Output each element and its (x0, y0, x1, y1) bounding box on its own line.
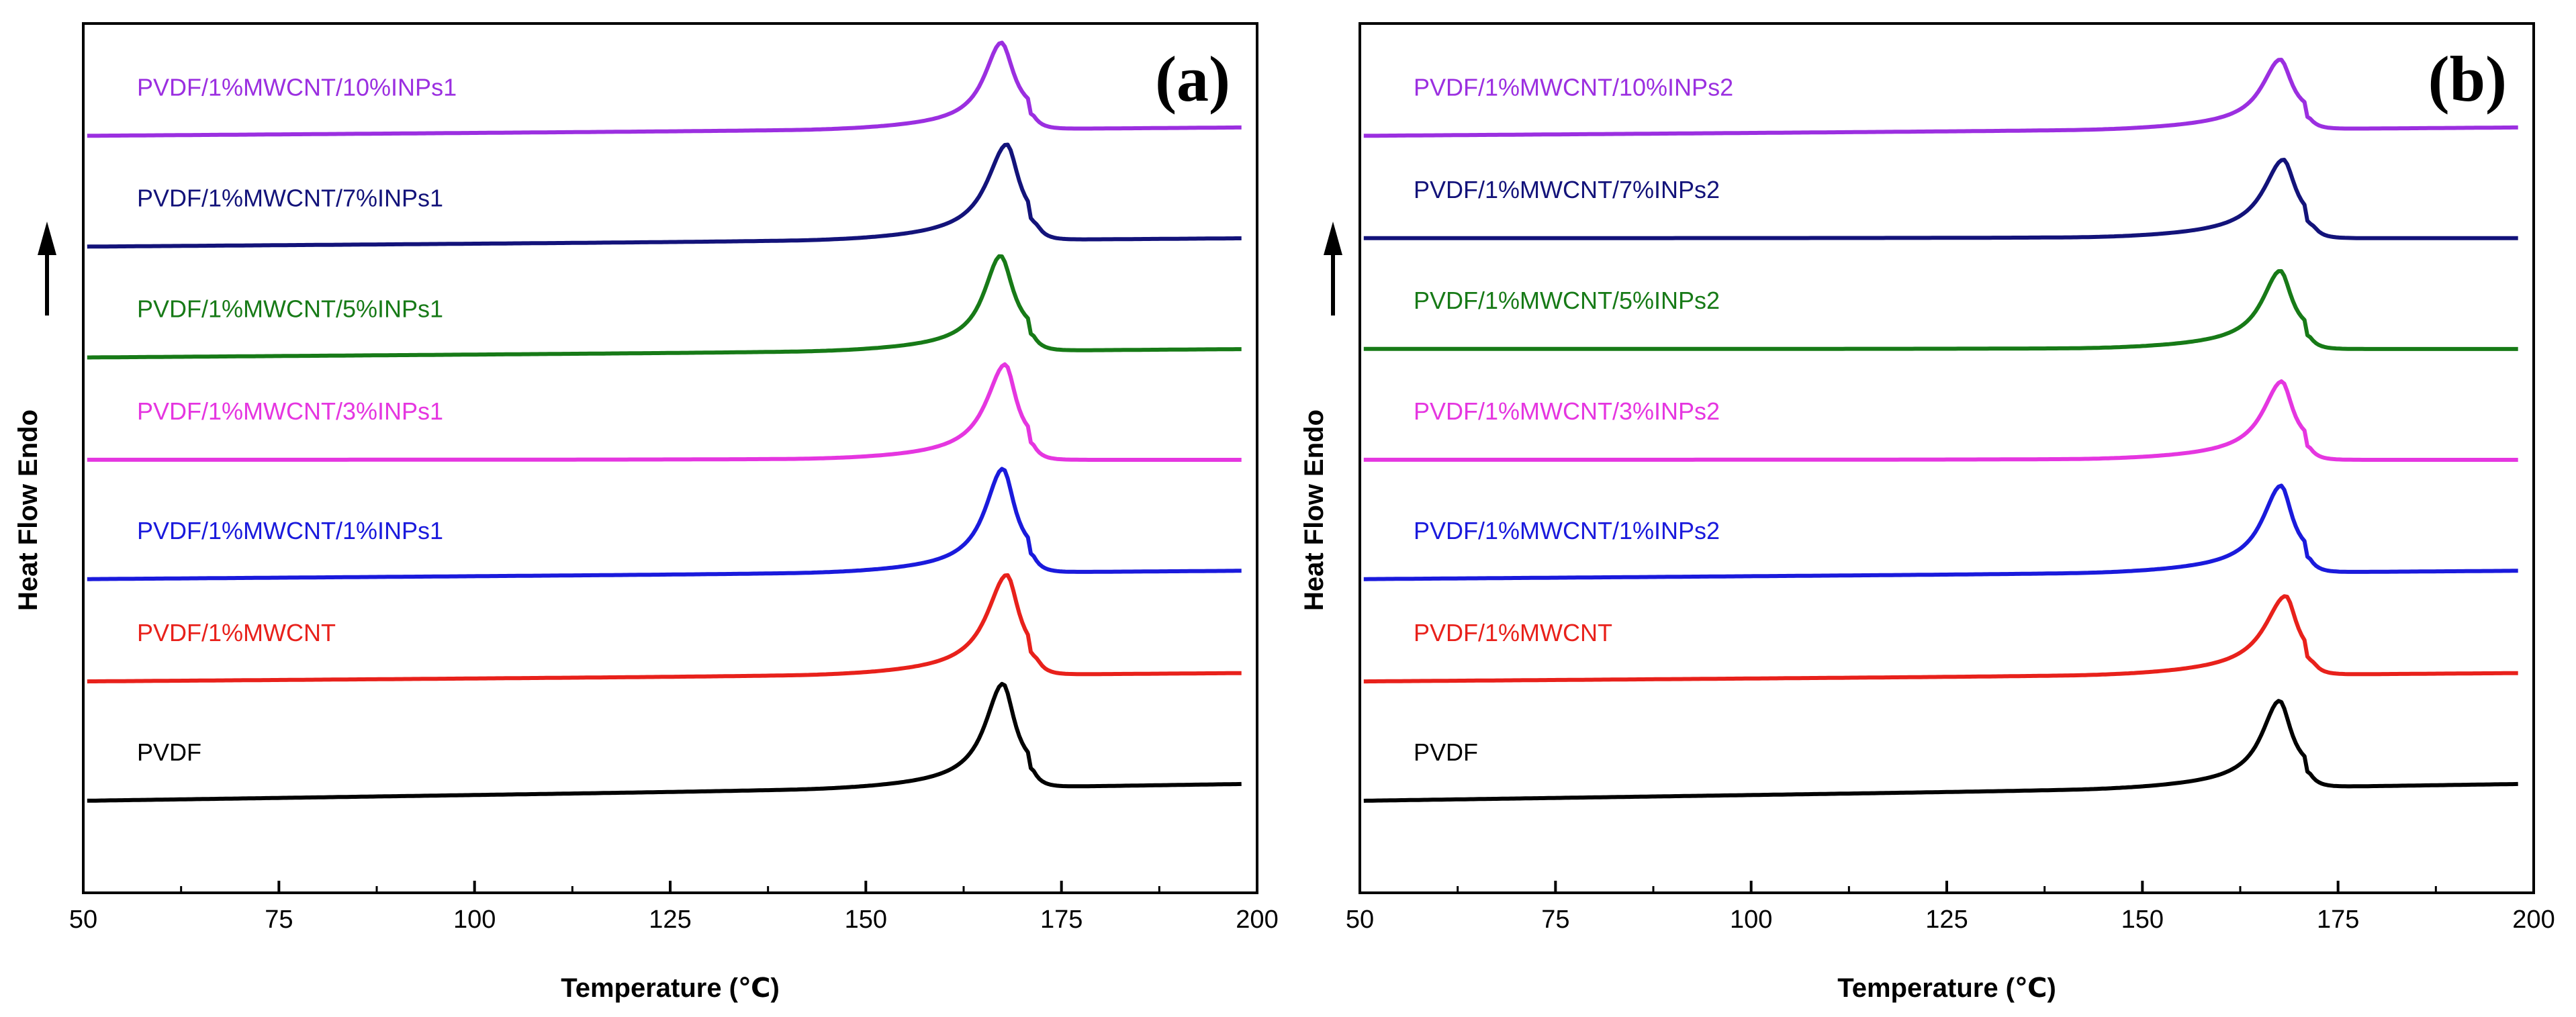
series-label: PVDF/1%MWCNT/5%INPs2 (1414, 287, 1720, 314)
x-tick-label: 50 (1346, 906, 1374, 934)
x-tick-label: 150 (2121, 906, 2164, 934)
series-curve (87, 573, 1242, 684)
x-tick-label: 100 (1730, 906, 1772, 934)
series-label: PVDF (1414, 738, 1478, 766)
x-tick-label: 50 (69, 906, 97, 934)
x-tick-label: 125 (649, 906, 691, 934)
panel-label: (a) (1155, 43, 1230, 115)
series-curve (87, 467, 1242, 581)
series-curve (1363, 158, 2518, 240)
series-curve (1363, 58, 2518, 138)
series-curve (1363, 594, 2518, 684)
series-curve (1363, 379, 2518, 462)
up-arrow-icon (38, 222, 56, 316)
x-tick-label: 200 (1236, 906, 1278, 934)
series-curve (1363, 269, 2518, 351)
series-label: PVDF/1%MWCNT/1%INPs1 (137, 517, 443, 544)
series-label: PVDF/1%MWCNT/10%INPs1 (137, 73, 457, 101)
series-label: PVDF/1%MWCNT/3%INPs2 (1414, 397, 1720, 425)
x-tick-label: 75 (1541, 906, 1569, 934)
series-curve (87, 362, 1242, 462)
x-tick-label: 75 (265, 906, 293, 934)
panel-a: 50 75 100 125 150 175 200 Temperature (℃) Heat F… (13, 22, 1279, 1003)
series-label: PVDF/1%MWCNT/10%INPs2 (1414, 73, 1733, 101)
series-curve (87, 681, 1242, 803)
series-curve (1363, 699, 2518, 803)
series-label: PVDF/1%MWCNT/7%INPs1 (137, 185, 443, 212)
series-label: PVDF/1%MWCNT/1%INPs2 (1414, 517, 1720, 544)
panel-label: (b) (2428, 43, 2507, 115)
x-axis-title: Temperature (℃) (561, 973, 780, 1003)
series-curve (1363, 483, 2518, 581)
series-curve (87, 40, 1242, 138)
series-label: PVDF/1%MWCNT (137, 619, 336, 646)
y-axis-title: Heat Flow Endo (13, 409, 43, 611)
series-curve (87, 142, 1242, 249)
x-tick-label: 200 (2512, 906, 2555, 934)
x-tick-label: 100 (453, 906, 496, 934)
up-arrow-icon (1324, 222, 1342, 316)
y-axis-title: Heat Flow Endo (1299, 409, 1329, 611)
series-label: PVDF/1%MWCNT (1414, 619, 1612, 646)
series-label: PVDF/1%MWCNT/7%INPs2 (1414, 176, 1720, 203)
series-label: PVDF (137, 738, 201, 766)
panel-b: 50 75 100 125 150 175 200 Temperature (℃) Heat F… (1299, 22, 2555, 1003)
x-tick-label: 175 (1040, 906, 1083, 934)
x-tick-label: 175 (2317, 906, 2359, 934)
arrow-head (1324, 222, 1342, 255)
series-label: PVDF/1%MWCNT/3%INPs1 (137, 397, 443, 425)
arrow-head (38, 222, 56, 255)
x-axis-title: Temperature (℃) (1837, 973, 2056, 1003)
series-label: PVDF/1%MWCNT/5%INPs1 (137, 295, 443, 323)
x-tick-label: 125 (1925, 906, 1968, 934)
series-curve (87, 254, 1242, 360)
x-tick-label: 150 (845, 906, 887, 934)
